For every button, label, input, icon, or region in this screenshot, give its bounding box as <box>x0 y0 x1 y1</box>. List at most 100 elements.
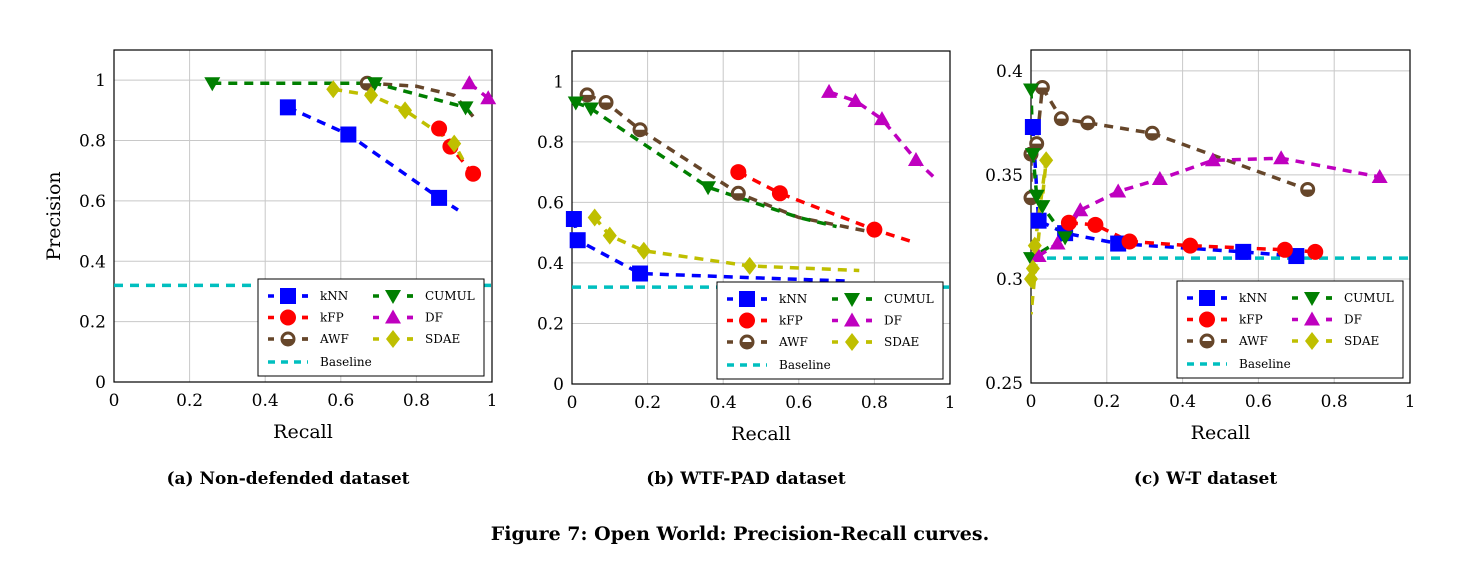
point-DF <box>480 90 497 105</box>
legend-marker <box>844 312 860 327</box>
point-DF <box>821 83 838 98</box>
y-tick-label: 0.6 <box>79 192 106 212</box>
x-tick-label: 0.8 <box>861 393 888 413</box>
legend-marker <box>845 333 859 351</box>
x-tick-label: 0.6 <box>1245 392 1272 412</box>
point-SDAE <box>364 86 379 105</box>
point-DF <box>847 92 864 107</box>
legend-entry-SDAE: SDAE <box>1292 332 1379 350</box>
y-tick-label: 0 <box>553 375 564 395</box>
x-tick-label: 0.8 <box>403 391 430 411</box>
point-kNN <box>279 99 296 116</box>
legend-entry-AWF: AWF <box>268 331 349 347</box>
legend-marker <box>739 334 755 350</box>
plot-frame <box>113 49 493 383</box>
point-CUMUL <box>1057 231 1074 246</box>
point-SDAE <box>326 80 341 99</box>
point-kFP <box>1087 216 1104 233</box>
point-DF <box>907 151 924 166</box>
plot-area <box>114 81 492 288</box>
legend-label: kFP <box>320 311 344 325</box>
legend-marker <box>1305 332 1319 350</box>
series-line-CUMUL <box>575 100 838 229</box>
point-SDAE <box>602 226 617 245</box>
y-tick-label: 0.4 <box>996 62 1023 82</box>
point-SDAE <box>742 256 757 275</box>
point-AWF <box>579 87 595 103</box>
x-tick-label: 0.2 <box>176 391 203 411</box>
legend-label: SDAE <box>425 332 460 346</box>
point-DF <box>1030 248 1047 263</box>
legend-marker <box>739 291 755 307</box>
legend-marker <box>739 312 755 329</box>
marker-half <box>600 102 613 109</box>
series-line-DF <box>1037 156 1381 258</box>
point-kFP <box>866 221 883 238</box>
marker-half <box>741 342 753 348</box>
point-kNN <box>1030 212 1047 229</box>
point-SDAE <box>636 241 651 260</box>
legend-label: DF <box>425 311 443 325</box>
series-line-CUMUL <box>212 81 475 118</box>
legend: kNN CUMUL kFP DF AWF SDAE Baseline <box>716 281 944 380</box>
x-axis-label: Recall <box>1191 422 1251 444</box>
point-CUMUL <box>1024 148 1041 163</box>
point-kFP <box>1307 243 1324 260</box>
y-tick-label: 1 <box>95 71 106 91</box>
x-tick-label: 0 <box>1026 392 1037 412</box>
point-kNN <box>1235 243 1252 260</box>
subplot-0: 0 0.2 0.4 0.6 0.8 1 0 0.2 0.4 0.6 0.8 1 Recall Precis… <box>43 49 497 489</box>
point-CUMUL <box>700 181 717 196</box>
point-SDAE <box>587 208 602 227</box>
point-kNN <box>1024 119 1041 136</box>
legend-label: Baseline <box>779 358 831 372</box>
subplot-caption: (c) W-T dataset <box>1134 469 1277 489</box>
point-CUMUL <box>1028 189 1045 204</box>
y-tick-label: 0.6 <box>537 193 564 213</box>
y-tick-label: 0.2 <box>537 314 564 334</box>
series-line-kNN <box>1031 126 1297 258</box>
series-line-kFP <box>737 170 913 244</box>
point-SDAE <box>1027 236 1042 255</box>
point-DF <box>1072 202 1089 217</box>
legend-label: kNN <box>779 292 807 306</box>
x-tick-label: 0 <box>109 391 120 411</box>
legend-entry-SDAE: SDAE <box>373 330 460 348</box>
legend: kNN CUMUL kFP DF AWF SDAE Baseline <box>1176 280 1404 379</box>
legend-label: AWF <box>319 332 349 346</box>
point-kNN <box>569 232 586 249</box>
marker-half <box>282 339 294 345</box>
subplot-2: 0 0.2 0.4 0.6 0.8 1 0.25 0.3 0.35 0.4 Recall (c) W-… <box>985 49 1415 489</box>
legend-label: DF <box>1344 313 1362 327</box>
point-SDAE <box>1039 151 1054 170</box>
x-tick-label: 0.4 <box>252 391 279 411</box>
y-tick-label: 0.4 <box>537 254 564 274</box>
legend-label: kNN <box>1239 291 1267 305</box>
subplot-1: 0 0.2 0.4 0.6 0.8 1 0 0.2 0.4 0.6 0.8 1 Recall (b) WT… <box>537 50 955 489</box>
point-kFP <box>465 165 482 182</box>
legend-label: AWF <box>778 335 808 349</box>
point-AWF <box>1144 125 1160 141</box>
x-tick-label: 0.2 <box>1093 392 1120 412</box>
point-kNN <box>340 126 357 143</box>
legend-marker <box>280 309 296 326</box>
series-line-SDAE <box>1031 160 1048 315</box>
series-line-AWF <box>1031 82 1309 198</box>
legend-label: CUMUL <box>425 289 475 303</box>
subplot-caption: (b) WTF-PAD dataset <box>646 469 846 489</box>
point-AWF <box>1080 115 1096 131</box>
x-tick-label: 0.8 <box>1321 392 1348 412</box>
marker-half <box>1036 87 1049 94</box>
series-line-DF <box>828 90 937 180</box>
y-tick-label: 0 <box>95 373 106 393</box>
point-kNN <box>431 189 448 206</box>
legend-marker <box>280 288 296 304</box>
marker-half <box>1201 341 1213 347</box>
series-line-kNN <box>572 218 849 283</box>
point-SDAE <box>447 134 462 153</box>
legend-marker <box>386 330 400 348</box>
x-tick-label: 0.2 <box>634 393 661 413</box>
legend-entry-kNN: kNN <box>727 291 807 307</box>
legend-entry-DF: DF <box>832 312 902 328</box>
legend-marker <box>844 293 860 307</box>
